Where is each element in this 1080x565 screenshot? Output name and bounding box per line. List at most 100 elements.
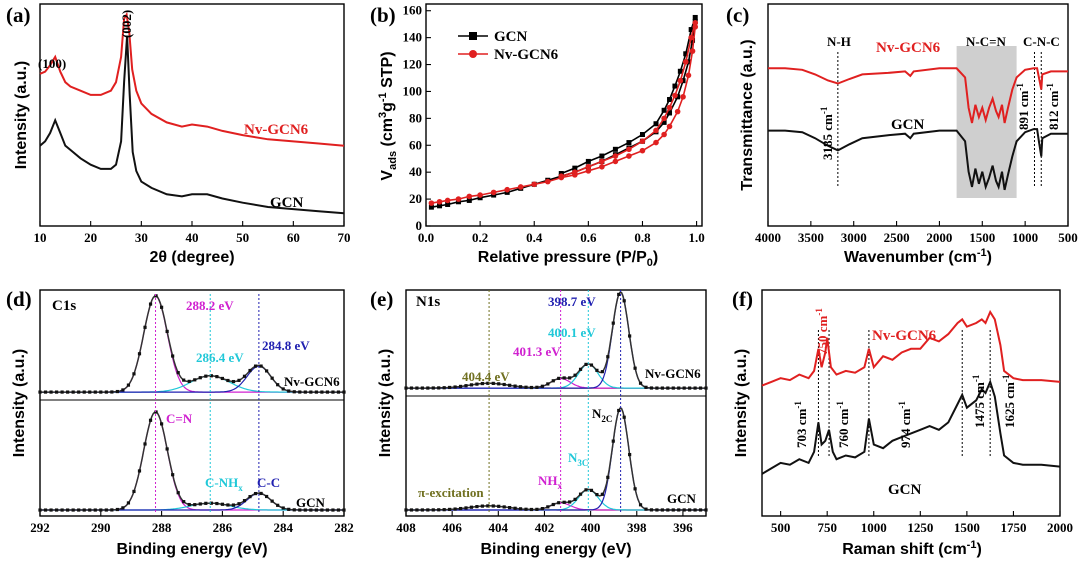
e-plot-lower-point (666, 508, 670, 512)
e-plot-upper-point (546, 382, 550, 386)
panel-c-ylabel: Transmittance (a.u.) (739, 39, 756, 190)
panel-b-point-circle (661, 115, 667, 122)
e-plot-lower-point (404, 508, 408, 512)
panel-b-legend: GCN Nv-GCN6 (458, 29, 559, 63)
panel-d-ticklabel: 284 (273, 520, 293, 535)
d-plot-upper-point (154, 294, 158, 298)
panel-b: (b) 0.0 0.2 0.4 0.6 0.8 1.0 0 20 40 60 80 100 120 140… (370, 3, 705, 269)
d-plot-lower-point (292, 508, 296, 512)
d-plot-upper-point (60, 390, 64, 394)
panel-a: (a) 10 20 30 40 50 60 70 (100) (002) Nv-GCN6 G… (6, 3, 351, 266)
e-plot-upper-point (431, 386, 435, 390)
d-plot-lower-point (82, 508, 86, 512)
e-plot-lower-point (529, 507, 534, 512)
d-plot-upper-point (303, 390, 307, 394)
panel-f-ticklabel: 1250 (907, 520, 933, 535)
e-plot-upper-point (486, 381, 490, 385)
legend-nv-text: Nv-GCN6 (494, 47, 559, 63)
e-plot-upper-point (475, 382, 479, 386)
e-plot-lower-point (578, 492, 583, 496)
d-plot-lower-point (66, 508, 70, 512)
panel-d-ticklabel: 282 (334, 520, 354, 535)
panel-c-ticklabel: 3500 (798, 230, 824, 245)
e-plot-upper-point (480, 381, 484, 386)
d-plot-upper-point (226, 378, 230, 383)
e-plot-upper-point (491, 381, 495, 385)
panel-b-point-circle (504, 186, 510, 193)
e-plot-upper-point (611, 321, 615, 325)
panel-f-frame (761, 289, 1061, 517)
e-plot-lower-point (562, 500, 566, 504)
panel-a-legend-nv-gcn6: Nv-GCN6 (244, 122, 309, 138)
e-plot-lower-point (508, 506, 512, 510)
panel-c-nh-label: N-H (827, 34, 851, 49)
d-plot-lower-point (265, 494, 269, 499)
legend-gcn-text: GCN (494, 29, 528, 45)
e-plot-upper-point (633, 366, 637, 370)
e-plot-lower-point (698, 508, 703, 512)
d-plot-lower-point (38, 508, 42, 512)
e-plot-upper-point (497, 382, 501, 386)
panel-d-fits (38, 294, 346, 512)
panel-b-point-circle (682, 59, 689, 65)
panel-b-point-circle (612, 153, 619, 159)
d-plot-lower-point (60, 508, 64, 512)
panel-c-shaded-region (956, 46, 1017, 198)
e-plot-upper-point (622, 299, 626, 303)
panel-e-n2c-label: N2C (592, 406, 612, 424)
e-plot-upper-point (426, 386, 430, 390)
panel-f-xlabel: Raman shift (cm-1) (842, 539, 982, 558)
panel-b-point-square (599, 153, 605, 159)
panel-e-404-label: 404.4 eV (462, 369, 510, 384)
d-plot-lower-point (171, 473, 175, 477)
panel-b-point-square (639, 132, 645, 138)
d-plot-upper-point (115, 389, 119, 394)
panel-b-point-circle (653, 139, 659, 146)
d-plot-lower-point (154, 410, 158, 414)
panel-f-703-label: 703 cm-1 (793, 401, 809, 448)
e-plot-lower-point (480, 504, 484, 508)
d-plot-upper-point (220, 376, 224, 381)
d-plot-lower-point (303, 508, 307, 512)
panel-b-label: (b) (370, 3, 396, 27)
e-plot-lower-point (409, 508, 414, 512)
d-plot-lower-point (187, 502, 191, 507)
e-plot-lower-point (437, 508, 441, 512)
d-plot-upper-point (187, 379, 191, 383)
panel-b-point-square (690, 37, 696, 43)
panel-d-title: C1s (52, 298, 76, 314)
panel-e-n3c-label: N3C (568, 450, 588, 468)
panel-e-ticklabel: 402 (535, 520, 555, 535)
panel-b-point-circle (558, 173, 565, 180)
panel-b-x-ticklabel: 0.8 (634, 230, 651, 245)
panel-d-xlabel: Binding energy (eV) (116, 541, 267, 558)
d-plot-lower-point (248, 495, 252, 499)
e-plot-lower-point (415, 508, 419, 512)
e-plot-lower-point (655, 508, 659, 512)
panel-f-legend-nv-gcn6: Nv-GCN6 (872, 328, 937, 344)
e-plot-upper-point (442, 386, 446, 390)
d-plot-upper-point (77, 390, 81, 394)
legend-nv-marker (469, 50, 477, 58)
panel-b-point-square (661, 119, 667, 125)
d-plot-upper-point (242, 374, 247, 378)
panel-b-point-circle (639, 147, 646, 154)
e-plot-upper-point (617, 292, 621, 297)
panel-f-series-gcn (761, 379, 1061, 475)
d-plot-lower-point (193, 503, 197, 507)
d-plot-upper-point (281, 387, 285, 391)
d-plot-upper-point (160, 305, 164, 309)
panel-b-ticks: 0.0 0.2 0.4 0.6 0.8 1.0 0 20 40 60 80 100 120 140 160 (403, 3, 705, 245)
e-plot-lower-point (442, 508, 446, 512)
panel-b-x-ticklabel: 0.0 (418, 230, 434, 245)
d-plot-lower-point (126, 501, 131, 505)
panel-d-ticklabel: 286 (213, 520, 233, 535)
e-plot-lower-point (431, 508, 435, 512)
e-plot-lower-point (617, 408, 621, 413)
d-plot-lower-point (198, 502, 202, 506)
d-plot-upper-point (276, 383, 280, 387)
panel-b-point-square (428, 204, 434, 210)
d-plot-lower-point (242, 499, 247, 503)
d-plot-upper-point (336, 390, 341, 394)
